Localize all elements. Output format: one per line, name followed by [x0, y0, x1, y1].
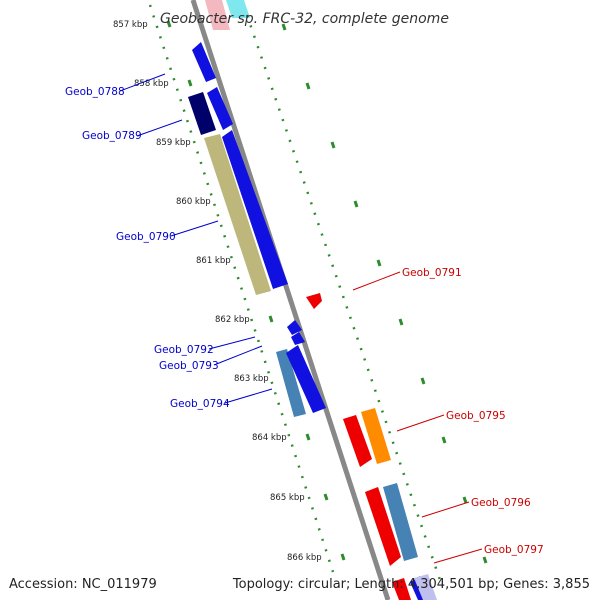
gene-leader-line	[352, 271, 401, 291]
kbp-labels: 857 kbp 858 kbp 859 kbp 860 kbp 861 kbp 862 k…	[113, 20, 322, 563]
top-feature-cyan	[226, 0, 250, 18]
gene-leader-line	[421, 501, 470, 518]
kbp-label: 857 kbp	[113, 20, 148, 30]
gene-arrow-geob-0791[interactable]	[306, 293, 322, 309]
kbp-label: 866 kbp	[287, 553, 322, 563]
major-tick-right	[376, 259, 382, 267]
major-tick-right	[305, 82, 311, 90]
gene-block-geob-0796	[383, 483, 418, 561]
gene-label[interactable]: Geob_0795	[446, 410, 506, 422]
gene-arrow-geob-0794[interactable]	[286, 345, 326, 413]
gene-arrow-geob-0792[interactable]	[287, 320, 302, 335]
major-tick-right	[330, 141, 336, 149]
major-tick-left	[340, 553, 346, 561]
gene-label[interactable]: Geob_0788	[65, 86, 125, 98]
gene-label[interactable]: Geob_0790	[116, 231, 176, 243]
major-tick-right	[441, 436, 447, 444]
gene-arrow-geob-0787[interactable]	[192, 42, 216, 82]
gene-leader-line	[433, 548, 483, 564]
gene-arrow-geob-0795a[interactable]	[343, 415, 372, 467]
gene-arrow-geob-0793[interactable]	[291, 332, 305, 345]
major-tick-right	[281, 23, 287, 31]
gene-arrow-geob-0790[interactable]	[222, 130, 288, 289]
gene-block-geob-0789	[188, 92, 216, 135]
major-tick-left	[323, 493, 329, 501]
gene-label[interactable]: Geob_0789	[82, 130, 142, 142]
gene-block-bottom-lilac	[414, 574, 437, 600]
major-tick-right	[353, 200, 359, 208]
gene-leader-line	[119, 73, 166, 92]
kbp-label: 865 kbp	[270, 493, 305, 503]
gene-leader-line	[224, 388, 273, 404]
major-tick-left	[166, 20, 172, 28]
leaders-right	[352, 271, 483, 564]
kbp-label: 863 kbp	[234, 374, 269, 384]
gene-block-geob-0790-neighbour	[204, 134, 271, 295]
major-tick-right	[482, 556, 488, 564]
accession-text: Accession: NC_011979	[9, 577, 157, 592]
gene-leader-line	[396, 414, 445, 432]
gene-block-geob-0795	[361, 408, 391, 464]
kbp-label: 859 kbp	[156, 138, 191, 148]
gene-block-bottom-red	[392, 578, 411, 600]
major-tick-right	[462, 496, 468, 504]
right-tick-track	[245, 14, 442, 581]
map-title: Geobacter sp. FRC-32, complete genome	[160, 11, 449, 27]
topology-text: Topology: circular; Length: 4,304,501 bp…	[232, 577, 590, 592]
gene-label[interactable]: Geob_0793	[159, 360, 219, 372]
major-tick-right	[420, 377, 426, 385]
kbp-label: 862 kbp	[215, 315, 250, 325]
gene-leader-line	[208, 336, 256, 350]
major-tick-left	[268, 315, 274, 323]
gene-arrow-geob-0796[interactable]	[365, 487, 401, 566]
gene-label[interactable]: Geob_0791	[402, 267, 462, 279]
gene-block-geob-0794	[276, 349, 306, 417]
major-tick-left	[187, 79, 193, 87]
gene-labels-right: Geob_0791 Geob_0795 Geob_0796 Geob_0797	[402, 267, 544, 556]
gene-label[interactable]: Geob_0792	[154, 344, 214, 356]
major-tick-right	[398, 318, 404, 326]
kbp-label: 860 kbp	[176, 197, 211, 207]
gene-leader-line	[136, 119, 183, 137]
gene-label[interactable]: Geob_0797	[484, 544, 544, 556]
kbp-label: 861 kbp	[196, 256, 231, 266]
top-feature-pink	[205, 0, 230, 30]
gene-label[interactable]: Geob_0794	[170, 398, 230, 410]
gene-label[interactable]: Geob_0796	[471, 497, 531, 509]
kbp-label: 858 kbp	[134, 79, 169, 89]
gene-leader-line	[213, 345, 263, 366]
kbp-label: 864 kbp	[252, 433, 287, 443]
left-tick-track	[148, 4, 335, 573]
gene-labels-left: Geob_0788 Geob_0789 Geob_0790 Geob_0792 Geob…	[65, 86, 230, 410]
genome-backbone	[190, 0, 391, 600]
gene-leader-line	[170, 220, 219, 237]
gene-arrow-geob-0788[interactable]	[207, 87, 233, 130]
leaders-left	[119, 73, 273, 404]
major-tick-left	[305, 433, 311, 441]
